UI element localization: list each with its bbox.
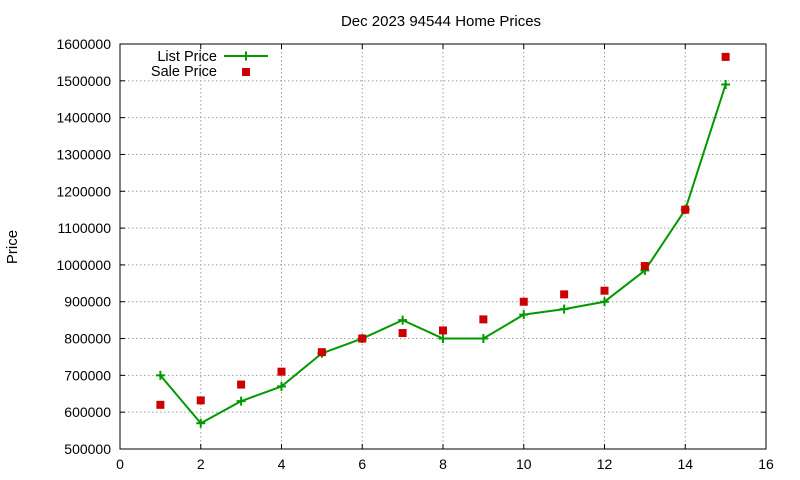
legend-swatch-sale-price [242, 68, 250, 76]
y-tick-label: 1500000 [56, 73, 111, 89]
sale-price-point [439, 326, 447, 335]
sale-price-point [237, 380, 246, 389]
x-tick-label: 0 [116, 456, 124, 472]
list-price-point [398, 315, 408, 325]
sale-price-point [358, 334, 367, 343]
list-price-point [559, 304, 569, 314]
list-price-point [196, 418, 206, 428]
y-tick-label: 1600000 [56, 36, 111, 52]
y-tick-label: 900000 [64, 294, 111, 310]
ticks [119, 43, 767, 450]
x-tick-label: 10 [516, 456, 532, 472]
sale-price-point [721, 52, 730, 61]
x-tick-label: 4 [278, 456, 286, 472]
sale-price-point [398, 329, 407, 338]
y-tick-label: 1300000 [56, 146, 111, 162]
sale-price-point [277, 367, 286, 376]
y-tick-label: 600000 [64, 404, 111, 420]
y-tick-label: 1100000 [58, 220, 112, 236]
list-price-point [155, 370, 165, 380]
legend-label-list-price: List Price [157, 49, 217, 65]
series [155, 52, 731, 428]
sale-price-point [196, 396, 205, 405]
list-price-point [478, 334, 488, 344]
x-tick-label: 14 [677, 456, 693, 472]
sale-price-point [681, 205, 690, 214]
legend-swatch-list-price [224, 51, 268, 61]
x-tick-label: 8 [439, 456, 447, 472]
list-price-point [277, 381, 286, 391]
x-tick-label: 6 [358, 456, 366, 472]
y-tick-label: 800000 [64, 331, 111, 347]
list-price-point [600, 297, 609, 307]
list-price-point [438, 334, 448, 344]
x-tick-label: 2 [197, 456, 205, 472]
list-price-point [236, 396, 246, 406]
sale-price-point [560, 290, 569, 299]
sale-price-point [479, 315, 488, 324]
sale-price-point [640, 262, 649, 271]
y-tick-label: 700000 [64, 367, 111, 383]
legend-square [242, 68, 250, 76]
sale-price-point [156, 400, 165, 409]
x-tick-label: 12 [597, 456, 613, 472]
tick-labels: 0 2 4 6 8 10 12 14 16 500000 600000 700000 800000 900… [56, 36, 774, 472]
y-tick-label: 1000000 [56, 257, 111, 273]
chart-title: Dec 2023 94544 Home Prices [341, 13, 541, 30]
legend-label-sale-price: Sale Price [151, 64, 217, 80]
y-tick-label: 500000 [64, 441, 111, 457]
sale-price-point [600, 286, 609, 295]
list-price-point [721, 80, 731, 89]
y-tick-label: 1200000 [56, 183, 111, 199]
legend: List Price Sale Price [151, 49, 268, 80]
grid [120, 44, 766, 449]
list-price-point [519, 310, 529, 320]
sale-price-point [519, 297, 528, 306]
plot-border [119, 43, 767, 450]
y-tick-label: 1400000 [56, 110, 111, 126]
x-tick-label: 16 [758, 456, 774, 472]
sale-price-point [317, 348, 326, 357]
y-axis-label: Price [4, 230, 21, 264]
